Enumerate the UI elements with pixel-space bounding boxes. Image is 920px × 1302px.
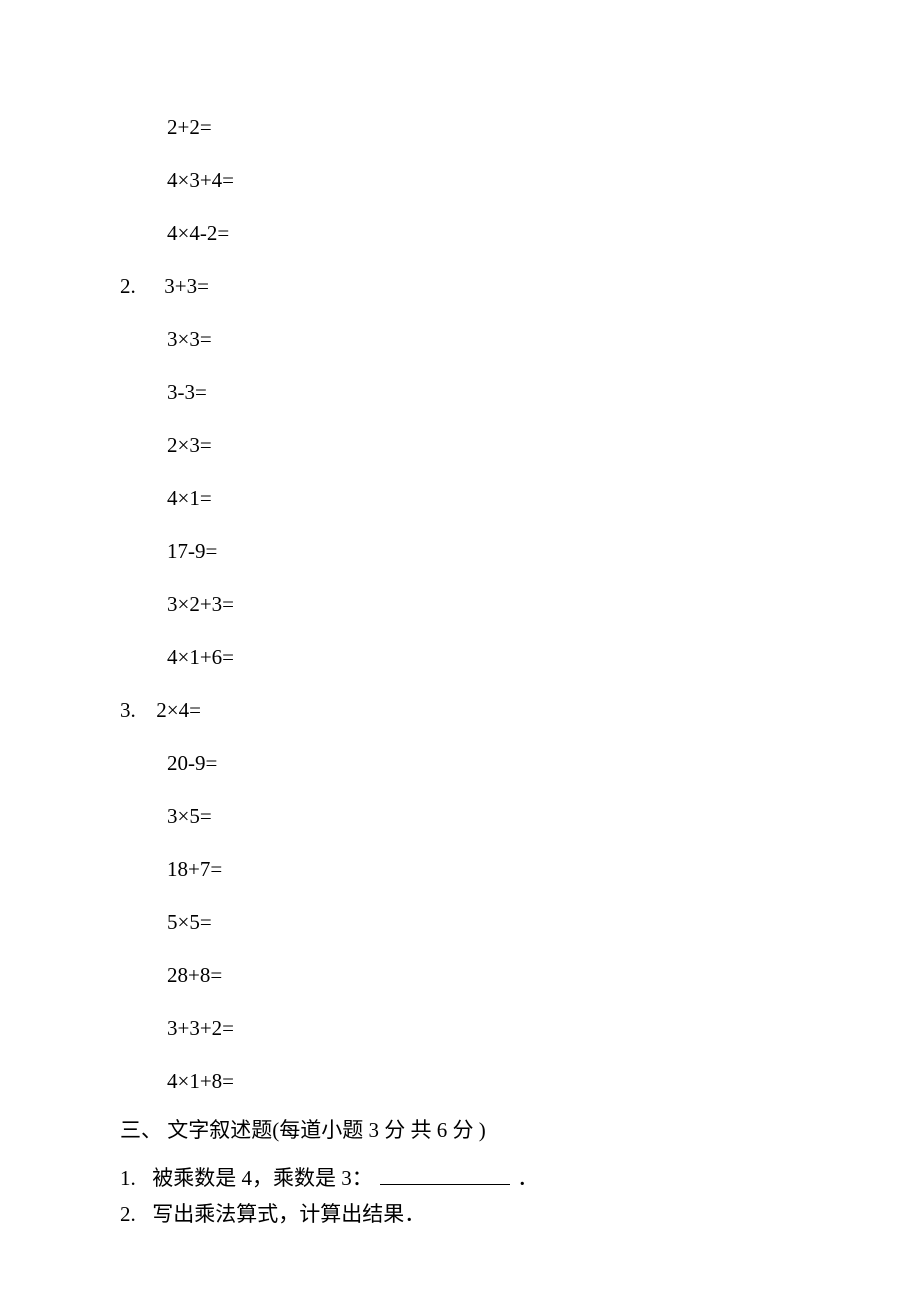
math-expression: 3+3= [164, 274, 209, 298]
math-expression: 3-3= [167, 382, 207, 403]
math-expression: 3+3+2= [167, 1018, 234, 1039]
math-expression: 3×5= [167, 806, 212, 827]
problem-number: 3. [120, 698, 136, 722]
question-number: 1. [120, 1166, 136, 1190]
problem-number-line: 2. 3+3= [120, 276, 209, 297]
math-expression: 28+8= [167, 965, 222, 986]
math-expression: 17-9= [167, 541, 217, 562]
math-expression: 4×1+8= [167, 1071, 234, 1092]
problem-number-line: 3. 2×4= [120, 700, 201, 721]
math-expression: 20-9= [167, 753, 217, 774]
math-expression: 5×5= [167, 912, 212, 933]
math-expression: 18+7= [167, 859, 222, 880]
question-text: 写出乘法算式，计算出结果． [152, 1202, 425, 1226]
math-expression: 2×3= [167, 435, 212, 456]
word-problem-1: 1. 被乘数是 4，乘数是 3： ． [120, 1162, 538, 1189]
math-expression: 2×4= [156, 698, 201, 722]
math-expression: 4×1+6= [167, 647, 234, 668]
math-expression: 2+2= [167, 117, 212, 138]
word-problem-2: 2. 写出乘法算式，计算出结果． [120, 1204, 425, 1225]
problem-number: 2. [120, 274, 136, 298]
math-expression: 3×3= [167, 329, 212, 350]
section-heading: 三、 文字叙述题(每道小题 3 分 共 6 分 ) [120, 1120, 486, 1141]
math-expression: 4×3+4= [167, 170, 234, 191]
math-expression: 4×4-2= [167, 223, 229, 244]
math-expression: 4×1= [167, 488, 212, 509]
math-expression: 3×2+3= [167, 594, 234, 615]
answer-blank[interactable] [380, 1162, 510, 1185]
document-page: 2+2= 4×3+4= 4×4-2= 2. 3+3= 3×3= 3-3= 2×3… [0, 0, 920, 1302]
question-text: 被乘数是 4，乘数是 3： [152, 1166, 373, 1190]
question-number: 2. [120, 1202, 136, 1226]
question-text-after: ． [517, 1166, 538, 1190]
